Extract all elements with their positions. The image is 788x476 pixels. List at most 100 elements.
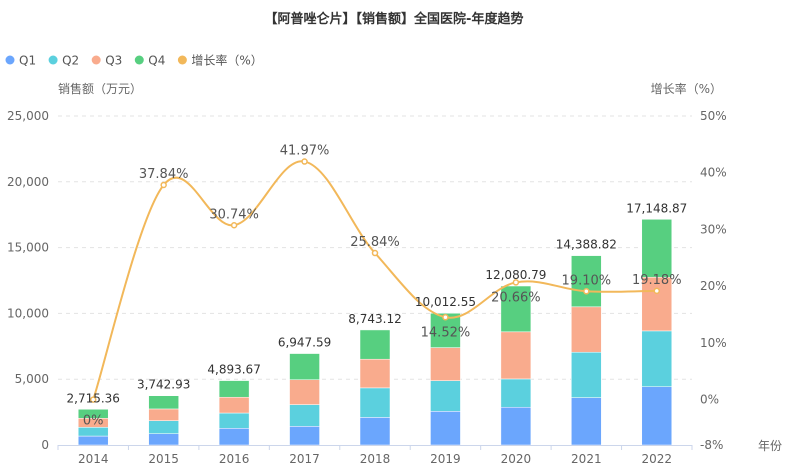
growth-rate-label: 14.52%	[421, 325, 471, 340]
x-tick-label: 2015	[148, 452, 179, 466]
legend-marker	[91, 55, 101, 65]
bar-q2-2019	[430, 380, 461, 412]
x-tick-label: 2021	[571, 452, 602, 466]
y2-tick-label: 0%	[700, 393, 719, 407]
bar-q3-2017	[289, 379, 320, 405]
growth-rate-point-2016	[230, 222, 238, 229]
x-tick-label: 2019	[430, 452, 461, 466]
total-label: 14,388.82	[556, 238, 617, 252]
y2-tick-label: 40%	[700, 166, 727, 180]
bar-q1-2019	[430, 411, 461, 446]
bar-q2-2020	[500, 378, 532, 408]
growth-rate-point-2019	[442, 314, 449, 321]
total-label: 12,080.79	[485, 268, 546, 282]
growth-rate-point-2020	[512, 279, 520, 286]
total-label: 4,893.67	[207, 363, 260, 377]
bar-q1-2020	[500, 406, 532, 446]
x-axis-label: 年份	[758, 439, 782, 453]
legend: Q1 Q2 Q3 Q4 增长率（%）	[5, 53, 263, 68]
growth-rate-label: 0%	[83, 413, 104, 428]
y-tick-label: 20,000	[7, 175, 49, 189]
growth-rate-label: 25.84%	[350, 235, 400, 250]
y-tick-label: 25,000	[7, 109, 49, 123]
bar-q2-2021	[571, 351, 602, 398]
y-tick-label: 5,000	[15, 372, 49, 386]
bar-q3-2020	[500, 331, 532, 380]
bar-q1-2021	[571, 397, 602, 446]
legend-marker	[5, 55, 15, 65]
bar-q2-2017	[289, 404, 320, 427]
y2-axis-label: 增长率（%）	[651, 81, 722, 96]
bar-q4-2018	[359, 329, 391, 360]
bar-q3-2015	[148, 408, 179, 421]
y-tick-label: 15,000	[7, 241, 49, 255]
total-label: 8,743.12	[348, 312, 401, 326]
bar-q3-2016	[218, 396, 250, 414]
bar-q4-2020	[500, 285, 532, 333]
growth-rate-point-2015	[160, 181, 167, 189]
bar-q4-2017	[289, 353, 320, 380]
x-tick-label: 2018	[360, 452, 391, 466]
legend-marker	[134, 55, 144, 65]
x-tick-label: 2020	[501, 452, 532, 466]
y-tick-label: 0	[41, 438, 49, 452]
legend-item-q2[interactable]: Q2	[48, 54, 80, 68]
legend-label: Q3	[105, 54, 122, 68]
y2-tick-label: -8%	[700, 438, 723, 452]
growth-rate-series	[89, 158, 661, 403]
total-label: 6,947.59	[278, 336, 331, 350]
x-tick-label: 2014	[78, 452, 109, 466]
x-tick-label: 2016	[219, 452, 250, 466]
growth-rate-label: 30.74%	[209, 207, 259, 222]
x-tick-label: 2022	[642, 452, 673, 466]
growth-rate-point-2018	[371, 249, 379, 257]
bar-q1-2018	[359, 417, 391, 446]
chart-title: 【阿普唑仑片】【销售额】全国医院-年度趋势	[265, 11, 524, 27]
bar-q3-2018	[359, 358, 391, 389]
growth-rate-point-2022	[653, 287, 661, 295]
growth-rate-label: 41.97%	[280, 144, 330, 159]
growth-rate-label: 19.10%	[562, 273, 612, 288]
bar-q4-2016	[218, 380, 250, 398]
bar-q1-2022	[641, 386, 673, 446]
total-label: 3,742.93	[137, 378, 190, 392]
bar-q1-2016	[218, 428, 250, 446]
legend-label: Q2	[62, 54, 79, 68]
legend-marker	[177, 55, 187, 65]
total-label: 2,715.36	[67, 391, 120, 405]
bar-q2-2018	[359, 387, 391, 418]
total-label: 17,148.87	[626, 201, 687, 215]
legend-item-q3[interactable]: Q3	[91, 54, 123, 68]
bar-q1-2015	[148, 433, 179, 446]
bar-q1-2014	[77, 435, 109, 446]
y2-tick-label: 10%	[700, 336, 727, 350]
axes: 0 5,000 10,000 15,000 20,000 25,000 -8% 0% 10% 20…	[7, 109, 727, 466]
growth-rate-point-2021	[583, 288, 590, 295]
y-tick-label: 10,000	[7, 306, 49, 320]
growth-rate-label: 19.18%	[632, 273, 682, 288]
bar-q4-2021	[571, 255, 602, 308]
bar-q4-2015	[148, 395, 179, 410]
growth-rate-label: 37.84%	[139, 167, 189, 182]
legend-item-q4[interactable]: Q4	[134, 54, 166, 68]
legend-label: Q1	[19, 54, 36, 68]
bar-q1-2017	[289, 426, 320, 446]
bar-q2-2016	[218, 412, 250, 429]
y-axis-label: 销售额（万元）	[58, 81, 142, 96]
bars	[77, 219, 673, 446]
bar-q3-2021	[571, 306, 602, 353]
legend-marker	[48, 55, 58, 65]
legend-item-q1[interactable]: Q1	[5, 54, 37, 68]
bar-q2-2022	[641, 330, 673, 387]
data-labels: 2,715.36 3,742.93 4,893.67 6,947.59 8,743.12…	[67, 144, 688, 429]
legend-item-growth-rate[interactable]: 增长率（%）	[177, 53, 263, 68]
growth-rate-point-2014	[89, 396, 97, 403]
bar-q2-2015	[148, 420, 179, 434]
growth-rate-point-2017	[301, 158, 308, 165]
bar-q3-2019	[430, 347, 461, 381]
bar-q2-2014	[77, 427, 109, 437]
bar-q4-2022	[641, 219, 673, 278]
y2-tick-label: 20%	[700, 279, 727, 293]
legend-label: 增长率（%）	[191, 53, 262, 68]
x-tick-label: 2017	[289, 452, 320, 466]
